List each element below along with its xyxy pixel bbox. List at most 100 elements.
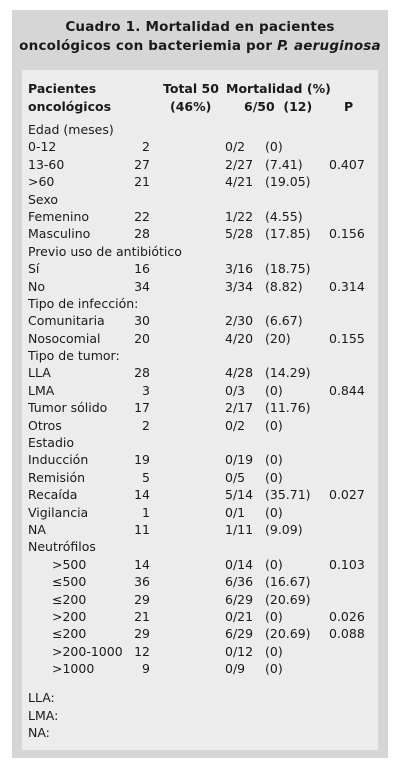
table-row: Sexo xyxy=(22,191,378,208)
table-row: Tipo de infección: xyxy=(22,295,378,312)
row-mortality: 6/29 xyxy=(225,591,254,607)
row-mortality: 4/28 xyxy=(225,365,254,381)
row-mortality: 1/11 xyxy=(225,521,254,537)
row-percent: (0) xyxy=(265,556,283,572)
row-total: 28 xyxy=(134,365,150,381)
footnote-lla: LLA: xyxy=(28,690,55,705)
row-p-value: 0.026 xyxy=(329,608,365,624)
row-label: Nosocomial xyxy=(28,330,101,346)
row-percent: (0) xyxy=(265,661,283,677)
header-mortality-line1: Mortalidad (%) xyxy=(226,81,331,96)
row-p-value: 0.103 xyxy=(329,556,365,572)
row-total: 19 xyxy=(134,452,150,468)
row-percent: (0) xyxy=(265,452,283,468)
row-percent: (8.82) xyxy=(265,278,303,294)
table-row: Otros 2 0/2 (0) xyxy=(22,417,378,434)
table-row: Masculino 28 5/28 (17.85) 0.156 xyxy=(22,225,378,242)
row-percent: (6.67) xyxy=(265,313,303,329)
row-label: No xyxy=(28,278,45,294)
header-mortality-line2: 6/50 (12) xyxy=(244,99,313,114)
row-p-value: 0.088 xyxy=(329,626,365,642)
row-total: 2 xyxy=(142,417,150,433)
table-row: >200 21 0/21 (0) 0.026 xyxy=(22,608,378,625)
caption-line-2: oncológicos con bacteriemia por P. aerug… xyxy=(19,37,381,56)
table-row: Estadio xyxy=(22,434,378,451)
row-total: 16 xyxy=(134,261,150,277)
row-mortality: 0/12 xyxy=(225,643,254,659)
row-total: 11 xyxy=(134,521,150,537)
row-label: Estadio xyxy=(28,435,75,451)
row-label: LMA xyxy=(28,382,55,398)
table-rows: Edad (meses) 0-12 2 0/2 (0) 13-60 27 2/27 (7.41)… xyxy=(22,121,378,678)
row-percent: (20.69) xyxy=(265,591,311,607)
row-total: 30 xyxy=(134,313,150,329)
row-mortality: 0/9 xyxy=(225,661,246,677)
table-row: Remisión 5 0/5 (0) xyxy=(22,469,378,486)
table-row: Tipo de tumor: xyxy=(22,347,378,364)
row-p-value: 0.155 xyxy=(329,330,365,346)
row-mortality: 2/30 xyxy=(225,313,254,329)
header-patients-line1: Pacientes xyxy=(28,81,97,96)
row-percent: (0) xyxy=(265,608,283,624)
row-mortality: 0/2 xyxy=(225,417,246,433)
header-p: P xyxy=(344,99,354,114)
row-label: >1000 xyxy=(52,661,95,677)
row-label: Vigilancia xyxy=(28,504,89,520)
row-label: Inducción xyxy=(28,452,89,468)
row-mortality: 0/3 xyxy=(225,382,246,398)
row-percent: (0) xyxy=(265,643,283,659)
row-mortality: 2/27 xyxy=(225,156,254,172)
table-row: Nosocomial 20 4/20 (20) 0.155 xyxy=(22,330,378,347)
footnote-na: NA: xyxy=(28,725,50,740)
row-mortality: 5/28 xyxy=(225,226,254,242)
row-total: 29 xyxy=(134,626,150,642)
table-row: ≤200 29 6/29 (20.69) xyxy=(22,591,378,608)
table-footnotes: LLA: LMA: NA: xyxy=(28,689,58,742)
table-row: >500 14 0/14 (0) 0.103 xyxy=(22,556,378,573)
row-label: ≤500 xyxy=(52,574,87,590)
row-label: NA xyxy=(28,521,46,537)
row-p-value: 0.407 xyxy=(329,156,365,172)
row-label: >500 xyxy=(52,556,87,572)
header-total-line2: (46%) xyxy=(170,99,212,114)
row-percent: (4.55) xyxy=(265,208,303,224)
row-percent: (11.76) xyxy=(265,400,311,416)
table-row: >1000 9 0/9 (0) xyxy=(22,660,378,677)
row-label: Comunitaria xyxy=(28,313,105,329)
row-label: Remisión xyxy=(28,469,86,485)
table-header: Pacientes oncológicos Total 50 (46%) Mor… xyxy=(22,80,378,120)
caption-line-1: Cuadro 1. Mortalidad en pacientes xyxy=(65,19,335,35)
row-total: 27 xyxy=(134,156,150,172)
table-row: >200-1000 12 0/12 (0) xyxy=(22,643,378,660)
table-row: Sí 16 3/16 (18.75) xyxy=(22,260,378,277)
row-mortality: 6/29 xyxy=(225,626,254,642)
row-p-value: 0.314 xyxy=(329,278,365,294)
row-percent: (0) xyxy=(265,417,283,433)
table-row: LLA 28 4/28 (14.29) xyxy=(22,364,378,381)
table-row: Recaída 14 5/14 (35.71) 0.027 xyxy=(22,486,378,503)
table-row: Neutrófilos xyxy=(22,538,378,555)
header-total-line1: Total 50 xyxy=(163,81,219,96)
row-p-value: 0.027 xyxy=(329,487,365,503)
table-row: NA 11 1/11 (9.09) xyxy=(22,521,378,538)
row-percent: (16.67) xyxy=(265,574,311,590)
row-mortality: 5/14 xyxy=(225,487,254,503)
row-percent: (35.71) xyxy=(265,487,311,503)
row-mortality: 0/21 xyxy=(225,608,254,624)
row-percent: (0) xyxy=(265,469,283,485)
row-label: Previo uso de antibiótico xyxy=(28,243,182,259)
table-row: Previo uso de antibiótico xyxy=(22,243,378,260)
table-row: Edad (meses) xyxy=(22,121,378,138)
table-caption: Cuadro 1. Mortalidad en pacientes oncoló… xyxy=(12,10,388,64)
row-label: Neutrófilos xyxy=(28,539,96,555)
table-row: >60 21 4/21 (19.05) xyxy=(22,173,378,190)
header-patients-line2: oncológicos xyxy=(28,99,112,114)
table-row: Vigilancia 1 0/1 (0) xyxy=(22,504,378,521)
row-percent: (0) xyxy=(265,504,283,520)
row-percent: (17.85) xyxy=(265,226,311,242)
row-total: 1 xyxy=(142,504,150,520)
row-label: Masculino xyxy=(28,226,91,242)
row-total: 17 xyxy=(134,400,150,416)
table-row: 13-60 27 2/27 (7.41) 0.407 xyxy=(22,156,378,173)
row-mortality: 6/36 xyxy=(225,574,254,590)
